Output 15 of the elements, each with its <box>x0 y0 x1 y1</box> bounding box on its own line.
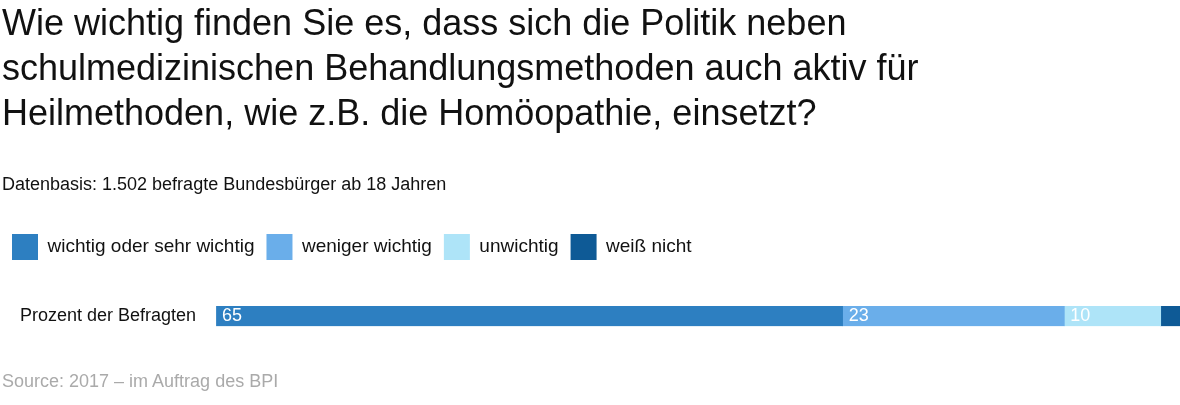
bar <box>216 306 843 327</box>
bar <box>1160 306 1180 327</box>
legend-label: weniger wichtig <box>300 235 432 257</box>
chart-title: Wie wichtig finden Sie es, dass sich die Politik neben schulmedizinischen Behandlungsmethoden auch aktiv für Heilmethoden, wie z.B. die Homöopathie, einsetzt? <box>2 1 920 135</box>
chart-subtitle: Datenbasis: 1.502 befragte Bundesbürger ab 18 Jahren <box>2 174 447 195</box>
data-label: 10 <box>1070 305 1091 326</box>
data-label: 23 <box>848 305 869 326</box>
source-note: Source: 2017 – im Auftrag des BPI <box>2 371 279 392</box>
data-label: 65 <box>222 305 243 326</box>
bar <box>842 306 1065 327</box>
y-tick-label: Prozent der Befragten <box>20 305 197 326</box>
legend-label: wichtig oder sehr wichtig <box>46 235 255 257</box>
legend-label: unwichtig <box>479 235 559 257</box>
legend-label: weiß nicht <box>605 235 693 257</box>
bar <box>1064 306 1162 327</box>
